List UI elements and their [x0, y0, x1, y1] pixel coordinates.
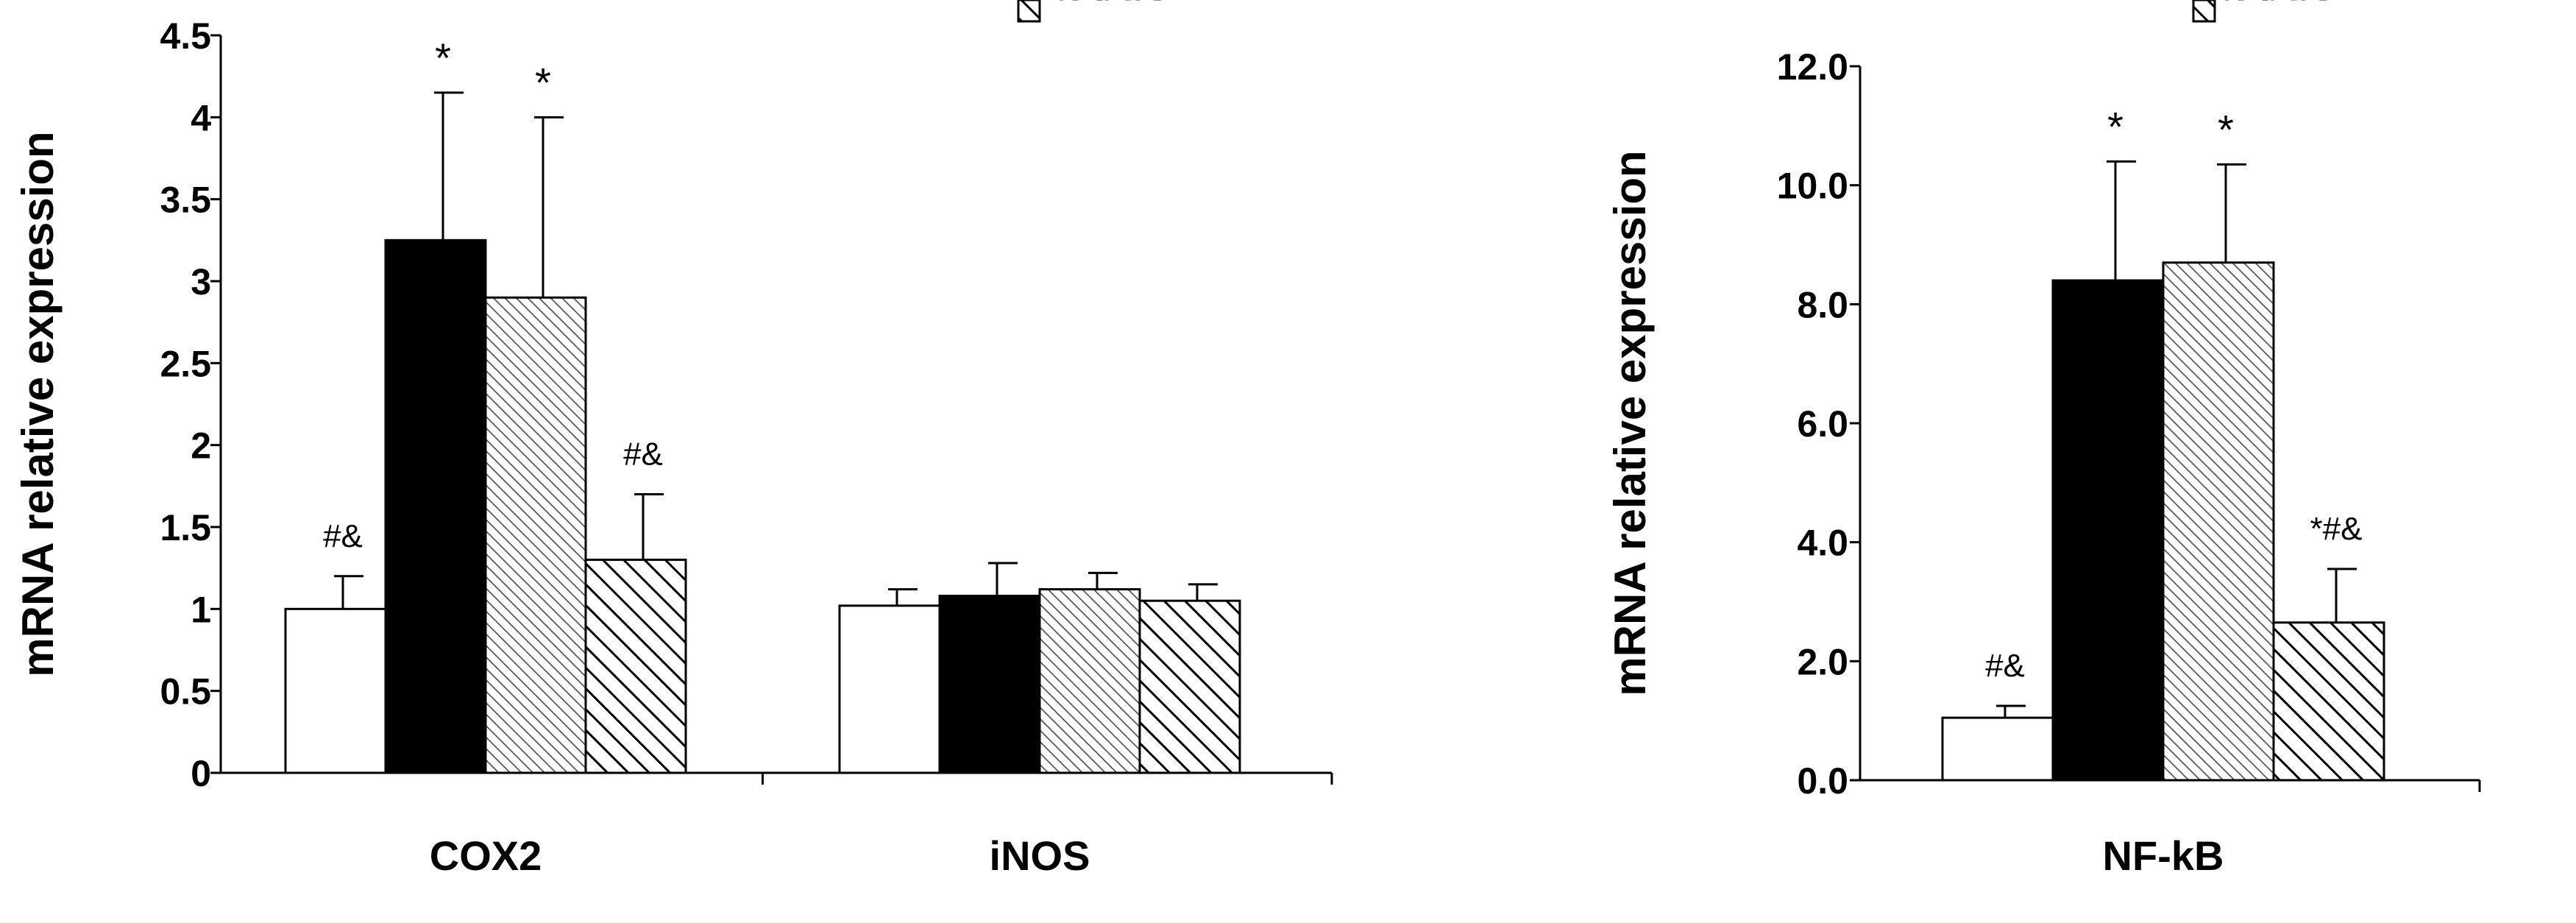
bar-lps-co [1038, 588, 1141, 774]
y-tick-label: 12.0 [1777, 46, 1848, 88]
category-label: COX2 [430, 832, 542, 879]
y-tick-label: 4.5 [160, 15, 211, 57]
significance-annotation: #& [1985, 648, 2025, 684]
bar-lps [384, 238, 487, 774]
chart-cox2-inos: 0 0.5 1 1.5 2 2.5 3 3.5 4 4.5 mRNA relative expres… [13, 0, 1333, 879]
bar-control [1941, 716, 2054, 782]
y-tick-label: 2.5 [160, 343, 211, 384]
y-tick-label: 3 [191, 261, 211, 303]
significance-annotation: * [2107, 103, 2123, 149]
significance-annotation: *#& [2310, 511, 2363, 547]
y-tick-label: 2 [191, 425, 211, 467]
y-tick-label: 3.5 [160, 180, 211, 221]
bar-lps-fo [1138, 599, 1241, 774]
legend-label: control [1054, 0, 1142, 7]
category-label: iNOS [990, 832, 1090, 879]
significance-annotation: * [2218, 106, 2234, 152]
y-tick-label: 2.0 [1797, 641, 1848, 682]
y-tick-label: 4 [191, 97, 211, 138]
bar-lps-fo [584, 559, 687, 774]
legend-swatch [1017, 0, 1041, 23]
significance-annotation: * [435, 35, 451, 81]
y-tick-label: 1 [191, 589, 211, 630]
legend-label: LPS+FO [1054, 0, 1168, 7]
y-tick-label: 10.0 [1777, 166, 1848, 207]
legend: controlLPSLPS+COLPS+FO [1017, 0, 1171, 23]
legend-label: LPS [1054, 0, 1110, 7]
chart-nfkb: 0.0 2.0 4.0 6.0 8.0 10.0 12.0 mRNA relative exp… [1605, 0, 2481, 879]
y-tick-label: 1.5 [160, 507, 211, 548]
legend-swatch [2192, 0, 2216, 23]
legend-label: LPS+CO [2219, 0, 2336, 7]
legend: controlLPSLPS+COLPS+FO [2192, 0, 2336, 23]
bar-lps-co [2162, 261, 2275, 782]
legend-label: LPS+FO [2219, 0, 2333, 7]
category-label: NF-kB [2103, 832, 2224, 879]
bar-control [284, 607, 387, 774]
bar-control [838, 604, 941, 774]
y-tick-label: 6.0 [1797, 403, 1848, 445]
bar-lps-co [484, 296, 587, 774]
legend-label: LPS+CO [1054, 0, 1171, 7]
y-tick-label: 0.0 [1797, 760, 1848, 802]
legend-label: control [2219, 0, 2307, 7]
significance-annotation: #& [323, 518, 363, 554]
y-tick-label: 8.0 [1797, 284, 1848, 325]
y-tick-label: 0 [191, 753, 211, 794]
y-tick-label: 0.5 [160, 671, 211, 712]
bar-lps-fo [2272, 621, 2385, 782]
y-axis-title: mRNA relative expression [1605, 150, 1655, 696]
legend-label: LPS [2219, 0, 2275, 7]
significance-annotation: #& [623, 436, 663, 472]
y-axis-title: mRNA relative expression [13, 131, 63, 676]
bar-lps [938, 595, 1041, 774]
significance-annotation: * [535, 59, 551, 105]
bar-lps [2051, 279, 2165, 782]
y-tick-label: 4.0 [1797, 523, 1848, 564]
